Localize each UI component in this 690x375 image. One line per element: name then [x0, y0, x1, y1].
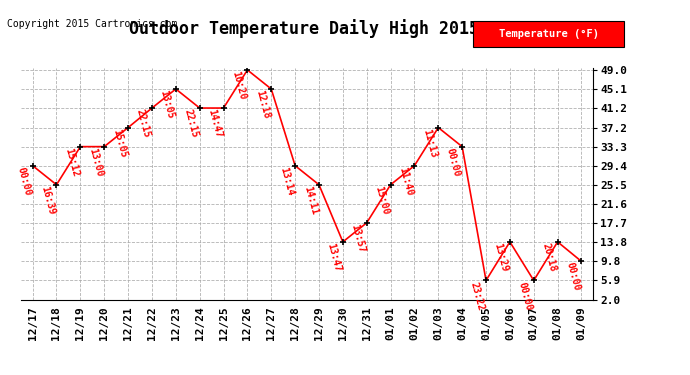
- Text: 15:05: 15:05: [111, 128, 128, 159]
- Text: 13:14: 13:14: [278, 166, 295, 196]
- Text: 11:13: 11:13: [421, 128, 438, 159]
- Text: 12:18: 12:18: [254, 89, 271, 120]
- Text: 13:05: 13:05: [159, 89, 176, 120]
- Text: 15:00: 15:00: [373, 185, 391, 216]
- Text: 15:12: 15:12: [63, 147, 80, 178]
- Text: 22:15: 22:15: [135, 108, 152, 139]
- Text: Temperature (°F): Temperature (°F): [499, 29, 598, 39]
- Text: 13:00: 13:00: [87, 147, 104, 178]
- Text: 14:47: 14:47: [206, 108, 224, 139]
- Text: 14:11: 14:11: [302, 185, 319, 216]
- Text: 13:29: 13:29: [493, 242, 510, 273]
- Text: 00:00: 00:00: [564, 261, 582, 292]
- Text: 10:20: 10:20: [230, 70, 248, 101]
- Text: 00:00: 00:00: [517, 280, 534, 311]
- Text: 20:18: 20:18: [540, 242, 558, 273]
- Text: 00:00: 00:00: [445, 147, 462, 178]
- Text: 23:22: 23:22: [469, 280, 486, 311]
- Text: Copyright 2015 Cartronics.com: Copyright 2015 Cartronics.com: [7, 19, 177, 29]
- Text: 11:40: 11:40: [397, 166, 415, 196]
- Text: 13:57: 13:57: [349, 223, 366, 254]
- Text: 13:47: 13:47: [326, 242, 343, 273]
- Text: 22:15: 22:15: [182, 108, 199, 139]
- Text: 00:00: 00:00: [15, 166, 32, 196]
- Text: 16:39: 16:39: [39, 185, 57, 216]
- Text: Outdoor Temperature Daily High 20150110: Outdoor Temperature Daily High 20150110: [129, 19, 520, 38]
